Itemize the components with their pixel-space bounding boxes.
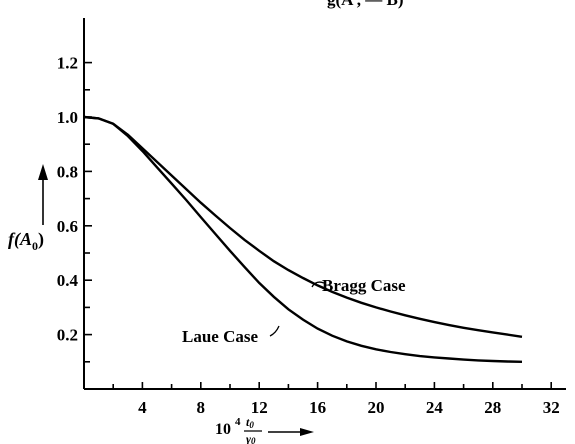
svg-text:t0: t0 (246, 415, 254, 430)
series-line-bragg-case (83, 115, 523, 338)
x-axis-label: 10 4 t0 γ0 (215, 415, 314, 444)
x-tick-label: 16 (309, 398, 326, 417)
laue-case-pointer (269, 325, 280, 337)
svg-text:γ0: γ0 (246, 432, 256, 444)
bragg-case-label: Bragg Case (322, 276, 406, 295)
y-axis-label-main: f(A (8, 229, 32, 250)
y-tick-label: 0.4 (57, 271, 79, 290)
x-axis-label-exponent: 4 (235, 416, 241, 428)
x-tick-label: 12 (251, 398, 268, 417)
x-axis-ticks: 4 8 12 16 20 24 28 32 (112, 382, 560, 417)
y-tick-label: 0.8 (57, 162, 78, 181)
x-tick-label: 32 (543, 398, 560, 417)
y-tick-label: 0.2 (57, 326, 78, 345)
x-tick-label: 20 (368, 398, 385, 417)
chart-title-fragment: g(A , — B) (327, 0, 404, 9)
x-axis-label-numerator-sub: 0 (249, 420, 254, 430)
x-tick-label: 28 (484, 398, 501, 417)
svg-text:f(A0): f(A0) (8, 229, 44, 253)
series-group (83, 115, 523, 363)
x-axis-label-denominator: γ (246, 432, 251, 444)
x-tick-label: 24 (426, 398, 444, 417)
x-tick-label: 8 (197, 398, 206, 417)
x-axis-arrow-head (300, 428, 314, 436)
y-axis-label-close: ) (38, 229, 44, 250)
y-tick-label: 1.2 (57, 54, 78, 73)
x-tick-label: 4 (138, 398, 147, 417)
x-axis-label-prefix: 10 (215, 421, 231, 438)
laue-case-label: Laue Case (182, 327, 258, 346)
y-axis-label-sub: 0 (32, 239, 38, 253)
y-axis-arrow-head (38, 164, 48, 180)
y-axis-ticks: 0.2 0.4 0.6 0.8 1.0 1.2 (57, 54, 92, 363)
x-axis-label-denominator-sub: 0 (251, 436, 256, 444)
y-axis-label: f(A0) (8, 164, 48, 253)
series-line-laue-case (83, 115, 523, 363)
x-axis-label-numerator: t (246, 415, 250, 429)
bragg-case-pointer (311, 281, 325, 288)
y-tick-label: 0.6 (57, 217, 78, 236)
y-tick-label: 1.0 (57, 108, 78, 127)
